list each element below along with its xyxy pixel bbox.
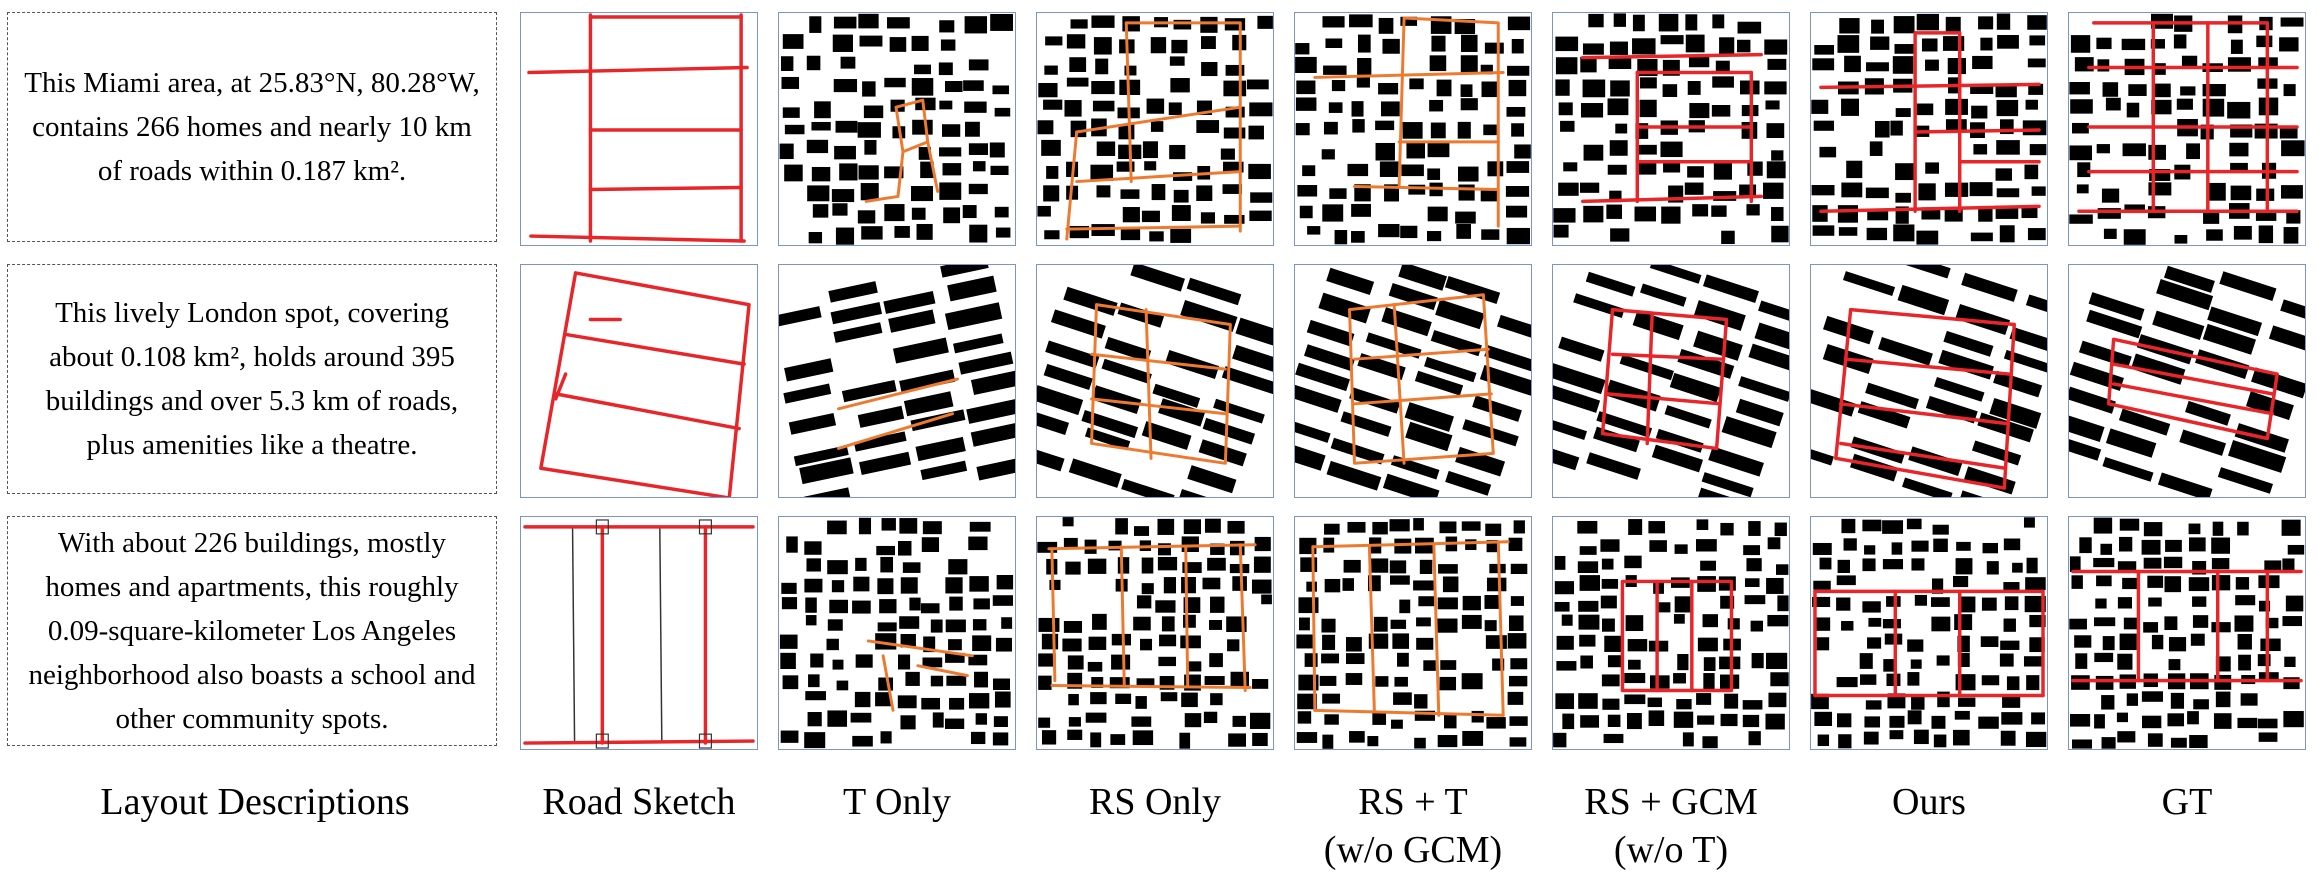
map-ours-1 [1811, 13, 2047, 245]
column-label-layout-descriptions: Layout Descriptions [100, 781, 410, 823]
panel-row3-gt [2068, 516, 2306, 750]
map-rs-only-1 [1037, 15, 1273, 243]
column-label-ours: Ours [1892, 781, 1966, 823]
map-t-only-1 [779, 13, 1013, 245]
panel-row2-rs-only [1036, 264, 1274, 498]
panel-row2-road-sketch [520, 264, 758, 498]
map-gt-1 [2069, 13, 2305, 245]
map-road-sketch-2 [539, 271, 751, 497]
map-rs-gcm-1 [1553, 13, 1789, 245]
map-gt-2 [2069, 265, 2305, 497]
panel-row1-t-only [778, 12, 1016, 246]
map-gt-3 [2069, 517, 2305, 749]
map-rs-t-2 [1295, 265, 1531, 497]
panel-row3-ours [1810, 516, 2048, 750]
panel-row1-gt [2068, 12, 2306, 246]
column-label-rs-t: RS + T (w/o GCM) [1323, 781, 1503, 871]
column-label-t-only: T Only [842, 781, 952, 823]
panel-row2-ours [1810, 264, 2048, 498]
map-rs-only-2 [1037, 265, 1273, 497]
panel-row2-gt [2068, 264, 2306, 498]
column-label-gt: GT [2161, 781, 2213, 823]
panel-row1-ours [1810, 12, 2048, 246]
panel-row3-rs-only [1036, 516, 1274, 750]
map-rs-t-1 [1295, 14, 1531, 245]
map-ours-2 [1811, 265, 2047, 497]
layout-description-1: This Miami area, at 25.83°N, 80.28°W, co… [7, 12, 497, 242]
map-rs-gcm-3 [1553, 519, 1789, 749]
panel-row2-t-only [778, 264, 1016, 498]
panel-row1-rs-t [1294, 12, 1532, 246]
panel-row3-t-only [778, 516, 1016, 750]
panel-row2-rs-t [1294, 264, 1532, 498]
layout-description-3: With about 226 buildings, mostly homes a… [7, 516, 497, 746]
column-label-road-sketch: Road Sketch [542, 781, 736, 823]
panel-row1-rs-only [1036, 12, 1274, 246]
panel-row3-rs-t [1294, 516, 1532, 750]
map-rs-only-3 [1037, 517, 1272, 749]
layout-description-2: This lively London spot, covering about … [7, 264, 497, 494]
map-t-only-2 [779, 265, 1015, 497]
panel-row2-rs-gcm [1552, 264, 1790, 498]
map-rs-gcm-2 [1553, 265, 1789, 497]
panel-row1-rs-gcm [1552, 12, 1790, 246]
panel-row3-rs-gcm [1552, 516, 1790, 750]
panel-row1-road-sketch [520, 12, 758, 246]
map-road-sketch-1 [527, 13, 749, 243]
panel-row3-road-sketch [520, 516, 758, 750]
map-rs-t-3 [1296, 518, 1528, 749]
column-label-rs-only: RS Only [1089, 781, 1221, 823]
map-ours-3 [1811, 517, 2047, 749]
column-label-rs-gcm: RS + GCM (w/o T) [1584, 781, 1758, 871]
map-t-only-3 [779, 517, 1014, 749]
map-road-sketch-3 [523, 519, 755, 749]
